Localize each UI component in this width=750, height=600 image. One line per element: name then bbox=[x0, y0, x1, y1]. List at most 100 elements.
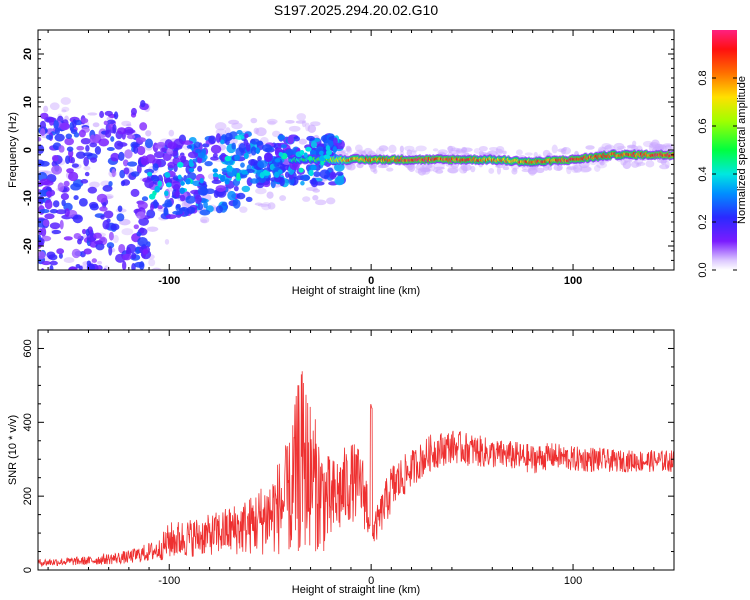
spectrogram-blob bbox=[127, 134, 136, 140]
spectrogram-haze-blob bbox=[200, 219, 208, 223]
spectrogram-blob bbox=[78, 129, 86, 138]
spectrogram-haze-blob bbox=[635, 163, 642, 167]
spectrogram-bright-spot bbox=[274, 171, 280, 178]
spectrogram-haze-blob bbox=[437, 149, 449, 156]
spectrogram-blob bbox=[44, 199, 53, 210]
spectrogram-blob bbox=[241, 185, 251, 193]
spectrogram-haze-blob bbox=[373, 168, 378, 174]
colorbar-tick-label: 0.6 bbox=[697, 118, 709, 133]
spectrogram-bright-spot bbox=[226, 164, 233, 172]
spectrogram-bright-spot bbox=[308, 169, 314, 177]
spectrogram-bright-spot bbox=[188, 162, 195, 168]
spectrogram-blob bbox=[108, 180, 113, 187]
spectrogram-bright-spot bbox=[308, 156, 313, 161]
spectrogram-haze-blob bbox=[512, 167, 518, 172]
spectrogram-blob bbox=[106, 119, 116, 125]
spectrogram-haze-blob bbox=[89, 181, 100, 188]
spectrogram-haze-blob bbox=[43, 105, 49, 113]
spectrogram-blob bbox=[113, 111, 119, 120]
spectrogram-haze-blob bbox=[496, 166, 502, 175]
x-tick-label: 0 bbox=[368, 275, 374, 287]
spectrogram-blob bbox=[152, 163, 159, 171]
spectrogram-haze-blob bbox=[406, 149, 412, 157]
spectrogram-blob bbox=[39, 120, 47, 131]
spectrogram-bright-spot bbox=[157, 180, 163, 187]
spectrogram-marks bbox=[35, 97, 674, 281]
spectrogram-haze-blob bbox=[455, 148, 463, 155]
spectrogram-haze-blob bbox=[637, 161, 646, 166]
spectrogram-blob bbox=[122, 159, 129, 167]
spectrogram-haze-blob bbox=[388, 144, 397, 154]
spectrogram-haze-blob bbox=[473, 147, 481, 154]
spectrogram-blob bbox=[140, 99, 146, 108]
spectrogram-blob bbox=[332, 137, 338, 146]
spectrogram-blob bbox=[42, 275, 47, 281]
spectrogram-blob bbox=[160, 147, 168, 153]
spectrogram-blob bbox=[59, 219, 64, 230]
spectrogram-blob bbox=[257, 160, 268, 169]
spectrogram-blob bbox=[334, 176, 345, 186]
x-tick-label: -100 bbox=[158, 575, 180, 587]
spectrogram-blob bbox=[82, 152, 93, 157]
spectrogram-bright-spot bbox=[199, 177, 204, 184]
spectrogram-haze-blob bbox=[61, 109, 67, 113]
spectrogram-blob bbox=[319, 169, 331, 179]
spectrogram-blob bbox=[71, 163, 79, 168]
spectrogram-bright-spot bbox=[325, 149, 333, 156]
spectrogram-blob bbox=[95, 242, 105, 251]
spectrogram-blob bbox=[102, 185, 113, 192]
spectrogram-blob bbox=[49, 222, 61, 230]
spectrogram-haze-blob bbox=[645, 160, 655, 168]
spectrogram-haze-blob bbox=[354, 144, 363, 153]
spectrogram-bright-spot bbox=[305, 146, 312, 152]
spectrogram-blob bbox=[49, 260, 58, 266]
spectrogram-haze-blob bbox=[121, 228, 134, 236]
spectrogram-blob bbox=[238, 143, 246, 153]
spectrogram-haze-blob bbox=[488, 168, 495, 174]
spectrogram-haze-blob bbox=[72, 276, 77, 280]
spectrogram-haze-blob bbox=[407, 162, 416, 172]
spectrogram-blob bbox=[141, 196, 149, 202]
spectrogram-haze-blob bbox=[305, 122, 310, 132]
spectrogram-haze-blob bbox=[312, 195, 319, 201]
snr-panel: -100 0 100 0 200 400 600 Height of straight li… bbox=[7, 329, 675, 596]
spectrogram-blob bbox=[89, 142, 98, 148]
spectrogram-blob bbox=[179, 194, 186, 202]
colorbar-tick-label: 0.2 bbox=[697, 214, 709, 229]
spectrogram-blob bbox=[52, 200, 60, 208]
spectrogram-haze-blob bbox=[151, 267, 162, 270]
spectrogram-blob bbox=[46, 251, 56, 259]
spectrogram-haze-blob bbox=[649, 142, 659, 146]
spectrogram-blob bbox=[127, 161, 138, 167]
spectrogram-blob bbox=[78, 265, 83, 270]
spectrogram-haze-blob bbox=[92, 122, 100, 128]
spectrogram-haze-blob bbox=[622, 160, 632, 170]
y-tick-label: 20 bbox=[22, 48, 34, 60]
spectrogram-blob bbox=[133, 224, 139, 230]
spectrogram-blob bbox=[45, 134, 53, 140]
spectrogram-bright-spot bbox=[179, 187, 185, 194]
spectrogram-haze-blob bbox=[410, 149, 418, 153]
spectrogram-haze-blob bbox=[458, 165, 468, 174]
spectrogram-blob bbox=[306, 135, 315, 142]
spectrogram-bright-spot bbox=[154, 185, 161, 193]
spectrogram-blob bbox=[63, 180, 70, 187]
spectrogram-blob bbox=[163, 207, 169, 217]
spectrogram-haze-blob bbox=[35, 270, 47, 278]
spectrogram-blob bbox=[186, 144, 193, 149]
colorbar: 0.0 0.2 0.4 0.6 0.8 Normalized spectral ampl… bbox=[697, 30, 748, 278]
spectrogram-bright-spot bbox=[277, 169, 283, 175]
spectrogram-haze-blob bbox=[164, 238, 170, 245]
spectrogram-haze-blob bbox=[121, 120, 132, 127]
spectrogram-blob bbox=[80, 137, 91, 145]
spectrogram-haze-blob bbox=[60, 97, 71, 105]
spectrogram-haze-blob bbox=[585, 145, 595, 150]
spectrogram-haze-blob bbox=[613, 142, 625, 151]
spectrogram-blob bbox=[233, 185, 239, 192]
y-tick-label: 0 bbox=[22, 147, 34, 153]
spectrogram-blob bbox=[70, 156, 76, 164]
spectrogram-blob bbox=[208, 135, 217, 144]
spectrogram-blob bbox=[261, 144, 273, 153]
spectrogram-blob bbox=[133, 145, 139, 154]
spectrogram-haze-blob bbox=[665, 160, 670, 169]
